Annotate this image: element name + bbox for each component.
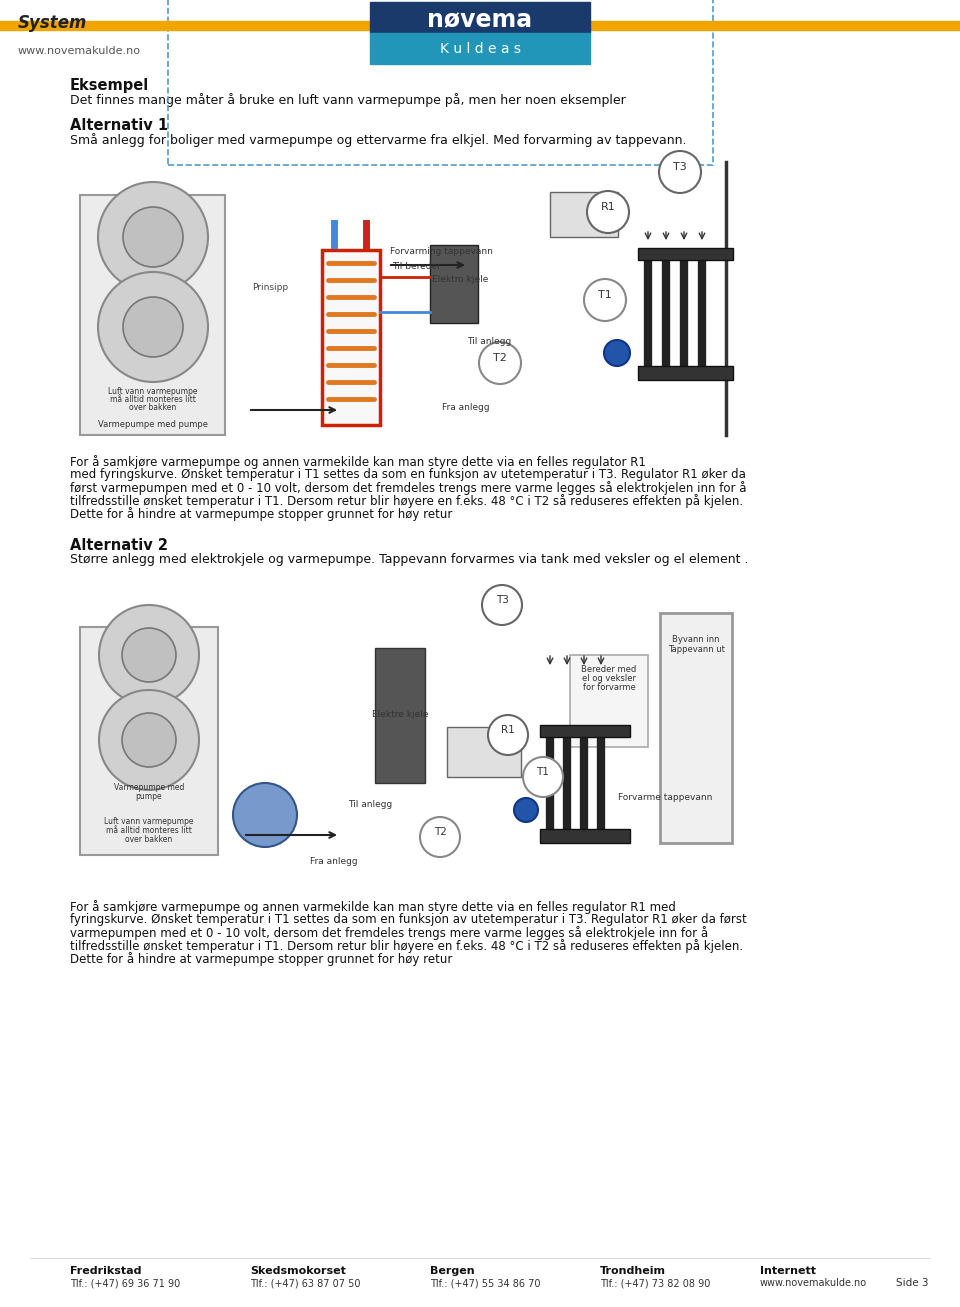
Text: Luft vann varmepumpe: Luft vann varmepumpe [105,817,194,826]
Text: Luft vann varmepumpe: Luft vann varmepumpe [108,387,198,396]
Text: Byvann inn: Byvann inn [672,635,720,644]
Circle shape [479,342,521,384]
Circle shape [584,278,626,322]
Circle shape [122,714,176,767]
Text: Trondheim: Trondheim [600,1266,666,1276]
Text: Tlf.: (+47) 69 36 71 90: Tlf.: (+47) 69 36 71 90 [70,1278,180,1287]
Circle shape [488,715,528,755]
Text: Bereder med: Bereder med [582,665,636,674]
Text: varmepumpen med et 0 - 10 volt, dersom det fremdeles trengs mere varme legges så: varmepumpen med et 0 - 10 volt, dersom d… [70,925,708,940]
Text: System: System [18,14,87,31]
Text: først varmepumpen med et 0 - 10 volt, dersom det fremdeles trengs mere varme leg: først varmepumpen med et 0 - 10 volt, de… [70,481,747,495]
Text: R1: R1 [601,203,615,212]
Text: Varmepumpe med: Varmepumpe med [114,783,184,792]
Text: nøvema: nøvema [427,8,533,31]
Circle shape [123,297,183,357]
Text: Det finnes mange måter å bruke en luft vann varmepumpe på, men her noen eksemple: Det finnes mange måter å bruke en luft v… [70,93,626,107]
Text: T2: T2 [434,827,446,836]
Circle shape [233,783,297,847]
Bar [370,33,590,64]
Text: over bakken: over bakken [126,835,173,844]
Text: Elektre kjele: Elektre kjele [372,710,428,719]
Text: el og veksler: el og veksler [582,674,636,684]
Text: T3: T3 [495,595,509,605]
Circle shape [98,272,208,382]
Bar [375,648,425,783]
Text: www.novemakulde.no: www.novemakulde.no [760,1278,867,1287]
Circle shape [587,191,629,233]
Bar [370,3,590,33]
Text: Dette for å hindre at varmepumpe stopper grunnet for høy retur: Dette for å hindre at varmepumpe stopper… [70,507,452,521]
Text: For å samkjøre varmepumpe og annen varmekilde kan man styre dette via en felles : For å samkjøre varmepumpe og annen varme… [70,901,676,914]
Text: www.novemakulde.no: www.novemakulde.no [18,46,141,56]
Text: Tlf.: (+47) 55 34 86 70: Tlf.: (+47) 55 34 86 70 [430,1278,540,1287]
Circle shape [523,757,563,797]
Circle shape [123,207,183,267]
Bar [0,21,960,30]
Bar [430,244,478,323]
Text: Internett: Internett [760,1266,816,1276]
Text: må alltid monteres litt: må alltid monteres litt [106,826,192,835]
Text: Fra anlegg: Fra anlegg [310,857,358,867]
Text: Forvarming tappevann: Forvarming tappevann [390,247,492,256]
Text: Tlf.: (+47) 63 87 07 50: Tlf.: (+47) 63 87 07 50 [250,1278,361,1287]
Text: Dette for å hindre at varmepumpe stopper grunnet for høy retur: Dette for å hindre at varmepumpe stopper… [70,951,452,966]
Text: Større anlegg med elektrokjele og varmepumpe. Tappevann forvarmes via tank med v: Større anlegg med elektrokjele og varmep… [70,553,749,566]
Bar [540,725,630,737]
Text: Varmepumpe med pumpe: Varmepumpe med pumpe [98,420,208,429]
Circle shape [482,586,522,625]
Bar [80,627,218,855]
Text: Alternativ 2: Alternativ 2 [70,538,168,553]
Bar [550,192,618,237]
Text: T1: T1 [537,767,549,776]
Text: For å samkjøre varmepumpe og annen varmekilde kan man styre dette via en felles : For å samkjøre varmepumpe og annen varme… [70,455,646,469]
Circle shape [659,152,701,193]
Bar [638,248,733,260]
Text: Fra anlegg: Fra anlegg [442,403,490,412]
Text: Bergen: Bergen [430,1266,474,1276]
Circle shape [514,799,538,822]
Text: Fredrikstad: Fredrikstad [70,1266,141,1276]
Text: Eksempel: Eksempel [70,78,149,93]
Text: T3: T3 [673,162,686,173]
Circle shape [420,817,460,857]
Circle shape [99,605,199,704]
Text: Til anlegg: Til anlegg [467,337,512,346]
Text: Tlf.: (+47) 73 82 08 90: Tlf.: (+47) 73 82 08 90 [600,1278,710,1287]
Text: fyringskurve. Ønsket temperatur i T1 settes da som en funksjon av utetemperatur : fyringskurve. Ønsket temperatur i T1 set… [70,914,747,925]
Text: må alltid monteres litt: må alltid monteres litt [110,395,196,404]
Text: R1: R1 [501,725,515,735]
Text: Skedsmokorset: Skedsmokorset [250,1266,346,1276]
Bar [540,829,630,843]
Text: Prinsipp: Prinsipp [252,284,288,291]
Text: tilfredsstille ønsket temperatur i T1. Dersom retur blir høyere en f.eks. 48 °C : tilfredsstille ønsket temperatur i T1. D… [70,938,743,953]
Text: tilfredsstille ønsket temperatur i T1. Dersom retur blir høyere en f.eks. 48 °C : tilfredsstille ønsket temperatur i T1. D… [70,494,743,508]
Text: Små anlegg for boliger med varmepumpe og ettervarme fra elkjel. Med forvarming a: Små anlegg for boliger med varmepumpe og… [70,133,686,146]
Text: over bakken: over bakken [130,403,177,412]
Text: K u l d e a s: K u l d e a s [440,42,520,56]
Bar [168,0,713,165]
Bar [570,655,648,748]
Text: Til bereder: Til bereder [392,261,441,271]
Bar [638,366,733,380]
Text: Alternativ 1: Alternativ 1 [70,118,168,133]
Circle shape [122,627,176,682]
Text: for forvarme: for forvarme [583,684,636,691]
Bar [80,195,225,435]
Text: T1: T1 [598,290,612,301]
Text: Elektro kjele: Elektro kjele [432,274,489,284]
Bar [660,613,732,843]
Bar [322,250,380,425]
Text: med fyringskurve. Ønsket temperatur i T1 settes da som en funksjon av utetempera: med fyringskurve. Ønsket temperatur i T1… [70,468,746,481]
Text: T2: T2 [493,353,507,363]
Text: Side 3: Side 3 [896,1278,928,1287]
Bar [447,727,521,776]
Circle shape [98,182,208,291]
Text: pumpe: pumpe [135,792,162,801]
Circle shape [99,690,199,789]
Circle shape [604,340,630,366]
Text: Forvarme tappevann: Forvarme tappevann [618,793,712,802]
Text: Tappevann ut: Tappevann ut [667,644,725,654]
Text: Til anlegg: Til anlegg [348,800,393,809]
